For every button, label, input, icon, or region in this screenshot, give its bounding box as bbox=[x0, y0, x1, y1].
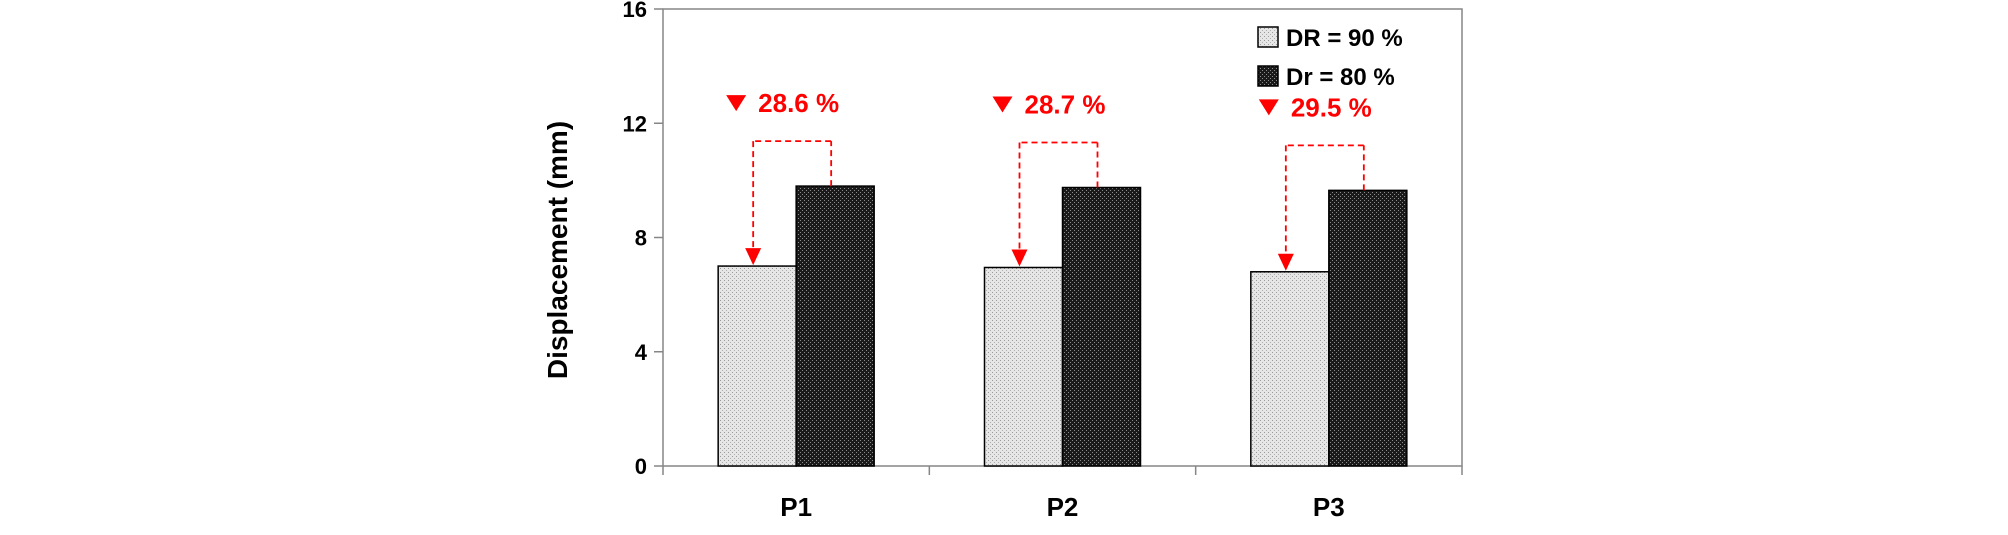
y-axis-title: Displacement (mm) bbox=[542, 121, 573, 379]
annotation-down-triangle bbox=[726, 95, 747, 112]
bar-p3-series-2 bbox=[1328, 189, 1408, 467]
legend: DR = 90 % Dr = 80 % bbox=[1257, 25, 1403, 91]
bar-p1-series-2 bbox=[795, 185, 875, 467]
x-category-label: P1 bbox=[780, 492, 812, 522]
plot-area: 0 4 8 12 16 P1 28.6 % P2 28.7 % P3 29.5 % bbox=[623, 0, 1463, 522]
legend-label-dr90: DR = 90 % bbox=[1286, 25, 1403, 52]
y-tick-label: 12 bbox=[623, 111, 647, 136]
y-tick-label: 8 bbox=[635, 226, 647, 251]
x-category-label: P3 bbox=[1313, 492, 1345, 522]
legend-swatch-dr80 bbox=[1257, 65, 1279, 87]
annotation-label: 29.5 % bbox=[1291, 92, 1372, 122]
legend-swatch-dr90 bbox=[1257, 26, 1279, 48]
x-category-label: P2 bbox=[1047, 492, 1079, 522]
bar-p2-series-2 bbox=[1061, 186, 1142, 467]
bar-p1-series-1 bbox=[717, 265, 797, 467]
annotation-down-triangle bbox=[1258, 99, 1279, 116]
y-tick-label: 0 bbox=[635, 454, 647, 479]
annotation-down-triangle bbox=[992, 96, 1013, 113]
legend-label-dr80: Dr = 80 % bbox=[1286, 64, 1395, 91]
annotation-arrowhead bbox=[745, 248, 762, 266]
annotation-label: 28.7 % bbox=[1025, 90, 1106, 120]
annotation-arrowhead bbox=[1277, 253, 1294, 271]
bar-p3-series-1 bbox=[1250, 271, 1330, 467]
bar-p2-series-1 bbox=[983, 266, 1064, 467]
y-tick-label: 16 bbox=[623, 0, 647, 22]
annotation-label: 28.6 % bbox=[758, 88, 839, 118]
annotation-arrowhead bbox=[1011, 249, 1028, 267]
y-tick-label: 4 bbox=[635, 340, 648, 365]
